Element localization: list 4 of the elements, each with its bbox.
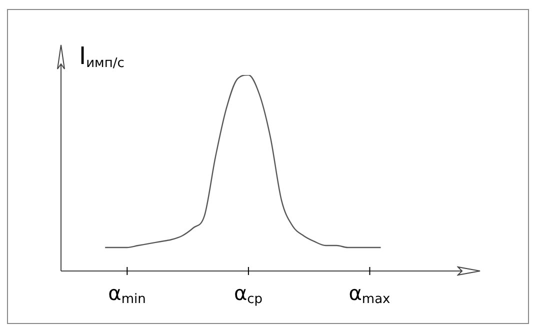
y-axis-title: I$_{имп/с}$	[79, 42, 124, 71]
x-tick-label: α$_{max}$	[348, 281, 390, 307]
x-tick-label: α$_{cp}$	[234, 281, 263, 307]
x-tick-label: α$_{min}$	[108, 281, 146, 307]
